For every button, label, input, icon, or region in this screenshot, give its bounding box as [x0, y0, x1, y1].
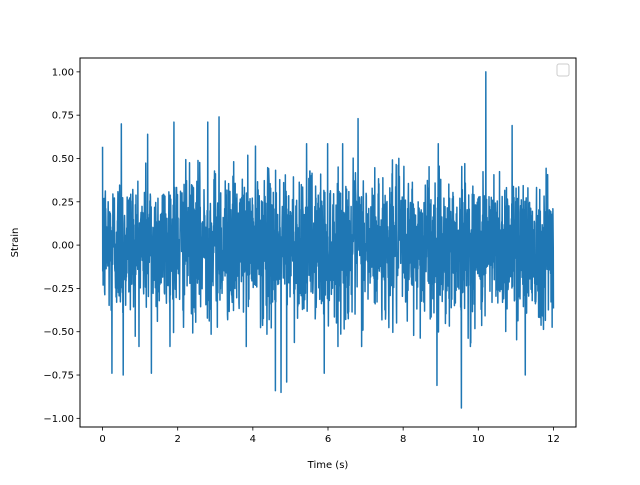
x-tick-label: 4 [250, 434, 256, 445]
data-layer [101, 71, 555, 409]
x-tick-label: 6 [325, 434, 331, 445]
y-tick-label: 0.00 [52, 241, 74, 252]
y-tick-label: −0.25 [43, 284, 74, 295]
y-tick-label: −0.50 [43, 327, 74, 338]
y-axis: −1.00 −0.75 −0.50 −0.25 0.00 0.25 0.50 0.75 1.00 [43, 67, 80, 425]
x-axis: 0 2 4 6 8 10 12 [99, 427, 560, 445]
y-tick-label: 1.00 [52, 67, 74, 78]
y-tick-label: −0.75 [43, 371, 74, 382]
x-tick-label: 0 [99, 434, 105, 445]
strain-series-line [101, 71, 555, 409]
x-tick-label: 10 [472, 434, 485, 445]
y-tick-label: 0.50 [52, 154, 74, 165]
x-tick-label: 12 [547, 434, 560, 445]
x-axis-label: Time (s) [307, 460, 349, 471]
y-tick-label: 0.75 [52, 111, 74, 122]
x-tick-label: 8 [400, 434, 406, 445]
legend-box[interactable] [556, 63, 570, 77]
x-tick-label: 2 [175, 434, 181, 445]
y-tick-label: 0.25 [52, 197, 74, 208]
y-tick-label: −1.00 [43, 414, 74, 425]
y-axis-label: Strain [10, 228, 21, 258]
